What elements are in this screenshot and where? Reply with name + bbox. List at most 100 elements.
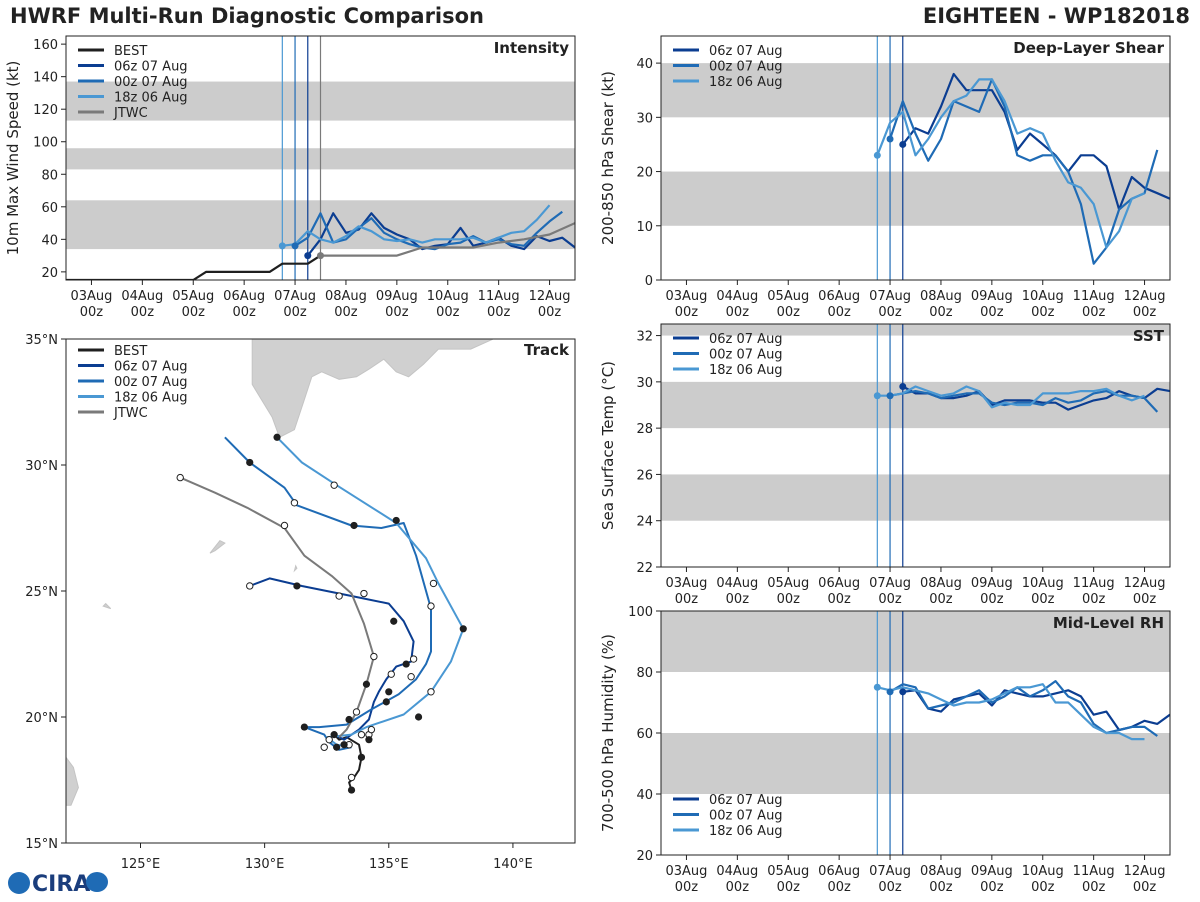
track-filled-point <box>362 680 371 688</box>
rh-xtick-label: 07Aug <box>869 864 911 879</box>
shear-xtick-label: 05Aug <box>767 289 809 304</box>
intensity-marker-run06 <box>304 252 312 260</box>
shear-legend-label-run06: 06z 07 Aug <box>709 44 783 59</box>
track-filled-point <box>330 731 338 739</box>
intensity-xtick-sublabel: 00z <box>283 305 307 320</box>
track-series-run00 <box>224 436 432 751</box>
sst-marker-run00 <box>886 392 894 400</box>
intensity-legend-label-jtwc: JTWC <box>113 106 148 121</box>
sst-band <box>661 381 1170 429</box>
track-filled-point <box>382 698 390 706</box>
rh-xtick-sublabel: 00z <box>929 880 953 895</box>
sst-series-run06 <box>902 385 1170 411</box>
sst-ylabel: Sea Surface Temp (°C) <box>599 361 617 530</box>
rh-xtick-label: 03Aug <box>665 864 707 879</box>
shear-ytick-label: 10 <box>636 220 653 235</box>
track-open-point <box>280 521 289 530</box>
sst-xtick-label: 08Aug <box>920 576 962 591</box>
rh-ytick-label: 60 <box>636 727 653 742</box>
intensity-panel: 20 40 60 80 100 120 140 160 10m Max Wind Speed (… <box>4 35 576 320</box>
rh-xtick-sublabel: 00z <box>726 880 750 895</box>
shear-marker-run06 <box>899 140 907 148</box>
shear-xtick-label: 07Aug <box>869 289 911 304</box>
sst-xtick-sublabel: 00z <box>1031 592 1055 607</box>
shear-band <box>661 63 1170 118</box>
sst-band <box>661 474 1170 521</box>
shear-marker-run00 <box>886 135 894 143</box>
sst-xtick-label: 06Aug <box>818 576 860 591</box>
shear-xtick-label: 06Aug <box>818 289 860 304</box>
sst-xtick-sublabel: 00z <box>980 592 1004 607</box>
shear-xtick-label: 04Aug <box>716 289 758 304</box>
track-panel: 125°E 130°E 135°E 140°E 15°N 20°N 25°N 30°N 35°N… <box>25 333 576 872</box>
track-open-point <box>320 743 328 751</box>
track-legend-label-jtwc: JTWC <box>113 406 148 421</box>
track-legend-label-best: BEST <box>114 344 147 359</box>
shear-ylabel: 200-850 hPa Shear (kt) <box>599 71 617 245</box>
cira-logo-globe-icon <box>8 872 30 894</box>
shear-xtick-sublabel: 00z <box>675 305 699 320</box>
intensity-xtick-label: 12Aug <box>529 289 571 304</box>
intensity-xtick-label: 07Aug <box>274 289 316 304</box>
rh-ylabel: 700-500 hPa Humidity (%) <box>599 634 617 832</box>
rh-legend-label-run06: 06z 07 Aug <box>709 793 783 808</box>
track-filled-point <box>300 723 308 731</box>
intensity-legend-label-run00: 00z 07 Aug <box>114 75 188 90</box>
shear-xtick-sublabel: 00z <box>878 305 902 320</box>
cira-logo: CIRA <box>5 868 110 898</box>
intensity-xtick-label: 10Aug <box>427 289 469 304</box>
intensity-xtick-label: 06Aug <box>223 289 265 304</box>
shear-xtick-sublabel: 00z <box>1133 305 1157 320</box>
track-legend-label-run18: 18z 06 Aug <box>114 391 188 406</box>
sst-xtick-label: 03Aug <box>665 576 707 591</box>
intensity-xtick-sublabel: 00z <box>538 305 562 320</box>
rh-xtick-sublabel: 00z <box>777 880 801 895</box>
track-filled-point <box>459 625 467 633</box>
rh-ytick-label: 20 <box>636 849 653 864</box>
track-open-point <box>370 652 378 661</box>
intensity-xtick-sublabel: 00z <box>436 305 460 320</box>
rh-xtick-label: 11Aug <box>1073 864 1115 879</box>
rh-xtick-label: 12Aug <box>1124 864 1166 879</box>
intensity-ytick-label: 20 <box>41 266 58 281</box>
track-filled-point <box>402 660 410 668</box>
track-open-point <box>427 602 435 610</box>
sst-xtick-label: 04Aug <box>716 576 758 591</box>
shear-xtick-label: 09Aug <box>971 289 1013 304</box>
track-open-point <box>325 735 333 744</box>
intensity-legend-label-run06: 06z 07 Aug <box>114 60 188 75</box>
land-daito-islands <box>293 564 298 573</box>
intensity-title: Intensity <box>494 39 570 57</box>
rh-series-run18 <box>877 683 1145 741</box>
track-open-point <box>367 725 376 734</box>
intensity-xtick-label: 05Aug <box>172 289 214 304</box>
shear-xtick-label: 12Aug <box>1124 289 1166 304</box>
track-xtick-label: 140°E <box>493 857 533 872</box>
rh-xtick-sublabel: 00z <box>1133 880 1157 895</box>
svg-text:CIRA: CIRA <box>32 872 90 897</box>
intensity-series-run18 <box>282 204 551 247</box>
sst-xtick-sublabel: 00z <box>777 592 801 607</box>
rh-xtick-sublabel: 00z <box>878 880 902 895</box>
cira-logo-satellite-icon <box>86 872 108 892</box>
intensity-legend-label-run18: 18z 06 Aug <box>114 91 188 106</box>
shear-xtick-label: 03Aug <box>665 289 707 304</box>
shear-frame <box>660 35 1171 281</box>
track-filled-point <box>345 715 353 724</box>
track-series-run18 <box>276 436 465 749</box>
land-kyushu-shikoku-honshu <box>251 339 496 439</box>
intensity-marker-run18 <box>278 242 286 250</box>
rh-legend-label-run18: 18z 06 Aug <box>709 824 783 839</box>
track-open-point <box>352 708 361 716</box>
figure-title-left: HWRF Multi-Run Diagnostic Comparison <box>10 4 485 28</box>
track-title: Track <box>524 341 570 359</box>
rh-marker-run00 <box>886 688 894 696</box>
track-ytick-label: 20°N <box>25 711 58 726</box>
track-filled-point <box>390 617 398 625</box>
intensity-ytick-label: 60 <box>41 201 58 216</box>
track-filled-point <box>414 713 423 721</box>
track-filled-point <box>340 741 348 749</box>
track-filled-point <box>273 433 281 441</box>
